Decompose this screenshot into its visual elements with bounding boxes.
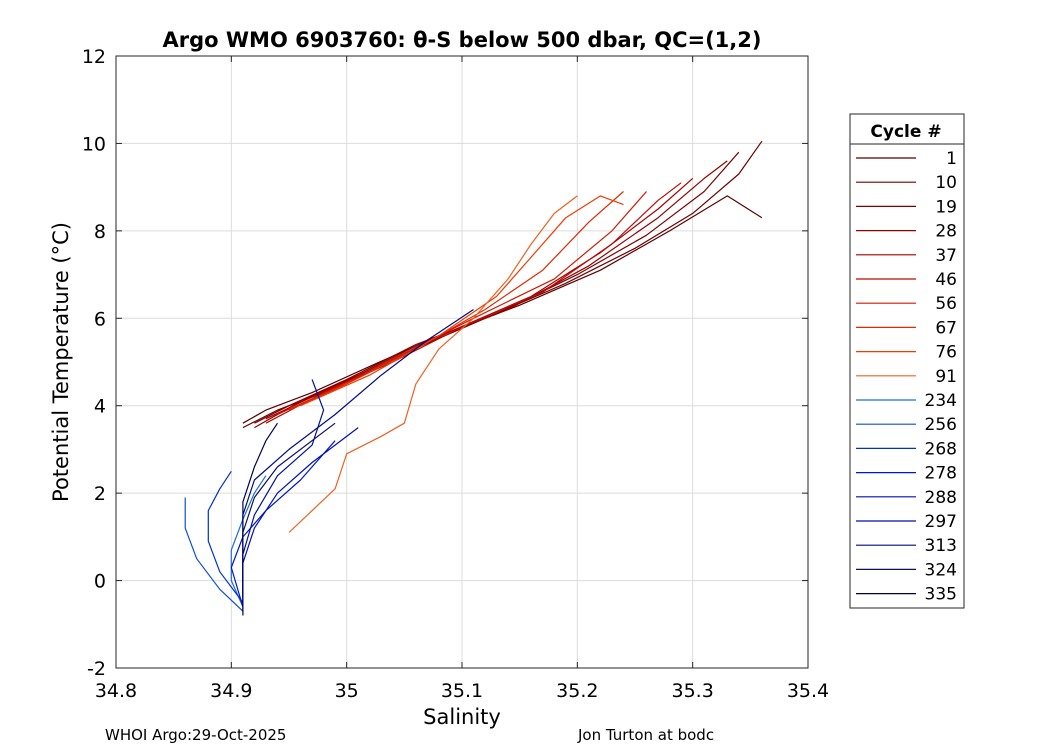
series-line-cycle-234	[230, 475, 267, 608]
series-line-cycle-256	[184, 497, 244, 612]
series-line-cycle-91	[288, 195, 578, 533]
legend-label: 76	[935, 343, 957, 363]
y-tick-label: 12	[82, 46, 106, 68]
y-tick-label: 6	[94, 308, 106, 330]
legend-label: 1	[946, 149, 957, 169]
y-axis-label: Potential Temperature (°C)	[49, 222, 73, 502]
series-line-cycle-278	[230, 440, 336, 607]
axis-ticks: 34.8 34.9 35 35.1 35.2 35.3 35.4 -2 0 2 4 6 8 10 12	[82, 46, 829, 702]
x-tick-label: 34.8	[95, 680, 137, 702]
x-tick-label: 35.2	[556, 680, 598, 702]
legend-label: 234	[925, 391, 957, 411]
legend-label: 37	[935, 246, 957, 266]
legend-label: 91	[935, 367, 957, 387]
y-tick-label: 2	[94, 483, 106, 505]
series-line-cycle-335	[242, 422, 279, 616]
legend-label: 46	[935, 270, 957, 290]
legend-entries: 1 10 19 28 37 46 56 67 76 91 234 256 268 278 288 297 313…	[856, 149, 957, 605]
legend-label: 19	[935, 197, 957, 217]
y-tick-label: 10	[82, 133, 106, 155]
legend-label: 10	[935, 173, 957, 193]
y-tick-label: 4	[94, 396, 106, 418]
x-tick-label: 35.4	[787, 680, 829, 702]
x-tick-label: 34.9	[210, 680, 252, 702]
legend-label: 278	[925, 464, 957, 484]
footer-author: Jon Turton at bodc	[578, 726, 715, 744]
series-line-cycle-67	[288, 191, 624, 411]
data-series	[184, 140, 763, 616]
x-tick-label: 35.3	[672, 680, 714, 702]
legend-label: 288	[925, 488, 957, 508]
legend-label: 297	[925, 512, 957, 532]
chart-title: Argo WMO 6903760: θ-S below 500 dbar, QC…	[163, 28, 762, 52]
footer-source: WHOI Argo:29-Oct-2025	[105, 726, 287, 744]
y-tick-label: 8	[94, 221, 106, 243]
legend-label: 56	[935, 294, 957, 314]
x-tick-label: 35.1	[441, 680, 483, 702]
y-tick-label: 0	[94, 571, 106, 593]
series-line-cycle-76	[300, 195, 624, 407]
legend: Cycle # 1 10 19 28 37 46 56 67 76 91 234 256 268 278 2…	[849, 113, 965, 609]
legend-label: 28	[935, 222, 957, 242]
x-tick-label: 35	[335, 680, 359, 702]
legend-label: 268	[925, 439, 957, 459]
series-line-cycle-268	[207, 470, 244, 603]
x-axis-label: Salinity	[423, 705, 501, 729]
legend-label: 256	[925, 415, 957, 435]
legend-label: 324	[925, 560, 957, 580]
legend-title: Cycle #	[870, 122, 941, 142]
legend-label: 313	[925, 536, 957, 556]
legend-label: 67	[935, 318, 957, 338]
legend-label: 335	[925, 585, 957, 605]
series-line-cycle-46	[265, 182, 682, 424]
series-line-cycle-28	[254, 160, 728, 429]
y-tick-label: -2	[87, 658, 106, 680]
legend-box	[849, 113, 965, 609]
